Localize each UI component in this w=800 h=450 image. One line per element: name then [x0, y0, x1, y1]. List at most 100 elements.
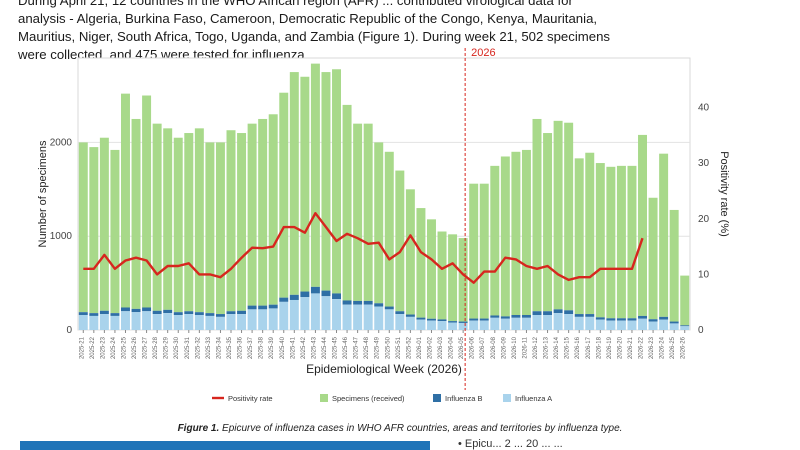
- bar-influenza-b: [237, 310, 247, 315]
- bar-influenza-b: [437, 319, 447, 322]
- bar-influenza-b: [490, 315, 500, 318]
- bar-influenza-a: [500, 318, 510, 330]
- bar-specimens: [659, 153, 669, 317]
- bar-influenza-a: [585, 316, 595, 330]
- bar-influenza-a: [300, 297, 310, 330]
- bar-influenza-b: [332, 293, 342, 300]
- bar-specimens: [416, 208, 426, 318]
- x-tick-label: 2025-37: [248, 336, 254, 359]
- bar-influenza-a: [142, 311, 152, 330]
- bar-influenza-b: [585, 314, 595, 317]
- y2-axis-title: Positivity rate (%): [718, 151, 730, 237]
- x-tick-label: 2026-21: [628, 336, 634, 359]
- bar-influenza-a: [363, 304, 373, 330]
- bar-specimens: [226, 130, 236, 312]
- bar-influenza-b: [120, 307, 130, 312]
- intro-line: analysis - Algeria, Burkina Faso, Camero…: [18, 11, 598, 26]
- bar-influenza-b: [659, 316, 669, 320]
- bar-specimens: [426, 219, 436, 319]
- bar-specimens: [669, 209, 679, 322]
- bar-specimens: [279, 92, 289, 298]
- bar-influenza-b: [152, 310, 162, 315]
- bar-influenza-a: [152, 314, 162, 330]
- bar-influenza-a: [289, 299, 299, 330]
- x-tick-label: 2025-29: [164, 336, 170, 359]
- cropped-text: • Epicu... 2 ... 20 ... ...: [458, 438, 563, 450]
- bar-influenza-b: [627, 318, 637, 321]
- bar-influenza-b: [416, 317, 426, 320]
- bar-influenza-a: [490, 317, 500, 330]
- legend-key: [320, 394, 328, 402]
- bar-influenza-a: [479, 320, 489, 330]
- x-tick-label: 2026-20: [617, 336, 623, 359]
- bar-specimens: [184, 133, 194, 312]
- bar-influenza-a: [332, 299, 342, 330]
- bar-specimens: [173, 137, 183, 313]
- bar-influenza-a: [279, 301, 289, 330]
- bar-influenza-a: [680, 326, 690, 330]
- bar-specimens: [163, 128, 173, 310]
- bar-influenza-a: [553, 313, 563, 330]
- bar-specimens: [606, 166, 616, 319]
- x-tick-label: 2026-05: [459, 336, 465, 359]
- positivity-line: [83, 211, 644, 284]
- x-tick-label: 2025-34: [216, 336, 222, 359]
- bar-specimens: [363, 123, 373, 301]
- bar-influenza-a: [574, 316, 584, 330]
- bar-influenza-a: [532, 314, 542, 330]
- bar-specimens: [205, 142, 215, 314]
- bar-influenza-b: [543, 311, 553, 315]
- bar-influenza-b: [680, 325, 690, 327]
- bar-influenza-a: [448, 322, 458, 330]
- bar-specimens: [384, 151, 394, 307]
- bar-influenza-a: [595, 319, 605, 330]
- x-tick-label: 2026-08: [491, 336, 497, 359]
- bar-influenza-b: [574, 314, 584, 317]
- y-tick-label: 1000: [50, 231, 73, 242]
- x-axis-title: Epidemiological Week (2026): [306, 362, 462, 376]
- bar-specimens: [237, 133, 247, 311]
- x-tick-label: 2025-35: [227, 336, 233, 359]
- bar-influenza-a: [310, 293, 320, 330]
- x-tick-label: 2025-43: [311, 336, 317, 359]
- x-tick-label: 2025-31: [185, 336, 191, 359]
- x-tick-label: 2026-14: [554, 336, 560, 359]
- bar-influenza-b: [638, 315, 648, 319]
- x-tick-label: 2025-45: [333, 336, 339, 359]
- bar-specimens: [680, 275, 690, 326]
- bar-influenza-a: [405, 316, 415, 330]
- bar-influenza-b: [110, 313, 120, 316]
- bar-influenza-a: [205, 315, 215, 330]
- x-tick-label: 2026-18: [596, 336, 602, 359]
- bar-influenza-b: [342, 300, 352, 305]
- x-tick-label: 2026-17: [586, 336, 592, 359]
- x-tick-label: 2025-42: [301, 336, 307, 359]
- bar-influenza-a: [616, 320, 626, 330]
- bar-influenza-b: [553, 309, 563, 314]
- bar-influenza-b: [78, 312, 88, 315]
- bar-influenza-b: [405, 314, 415, 317]
- bar-specimens: [258, 118, 268, 306]
- x-tick-label: 2025-49: [375, 336, 381, 359]
- x-tick-label: 2026-12: [533, 336, 539, 359]
- bar-influenza-a: [395, 314, 405, 330]
- bar-influenza-b: [173, 312, 183, 315]
- bar-influenza-b: [163, 309, 173, 314]
- bar-influenza-a: [173, 314, 183, 330]
- x-tick-label: 2026-10: [512, 336, 518, 359]
- intro-line: During April 21, 12 countries in the WHO…: [18, 0, 573, 8]
- bar-specimens: [521, 149, 531, 315]
- bar-influenza-b: [268, 304, 278, 309]
- y-axis-title: Number of specimens: [37, 140, 49, 247]
- x-tick-label: 2025-44: [322, 336, 328, 359]
- bar-influenza-b: [131, 308, 141, 313]
- bar-specimens: [585, 152, 595, 315]
- bar-influenza-b: [426, 318, 436, 321]
- x-tick-label: 2026-23: [649, 336, 655, 359]
- x-tick-label: 2026-01: [417, 336, 423, 359]
- bar-influenza-b: [595, 317, 605, 320]
- bar-influenza-a: [426, 320, 436, 330]
- x-tick-label: 2026-09: [501, 336, 507, 359]
- y2-tick-label: 0: [698, 325, 704, 336]
- bar-influenza-a: [564, 314, 574, 330]
